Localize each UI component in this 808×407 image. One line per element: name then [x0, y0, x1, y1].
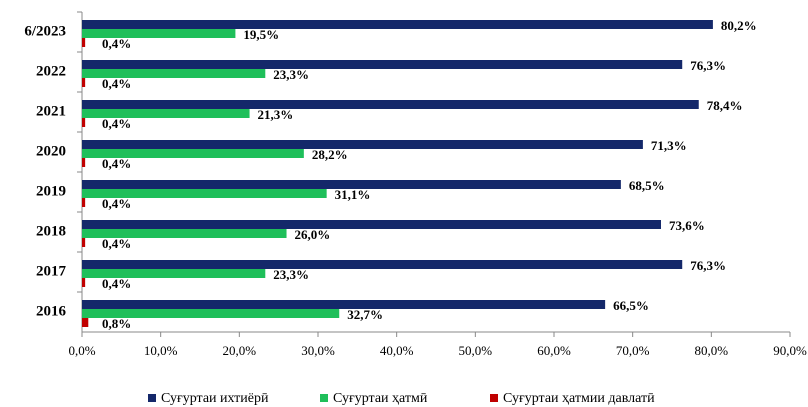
data-label: 0,4%	[102, 76, 131, 91]
x-tick-label: 60,0%	[537, 343, 571, 358]
data-label: 0,4%	[102, 156, 131, 171]
bar	[82, 140, 643, 149]
bar	[82, 238, 86, 247]
data-label: 0,4%	[102, 196, 131, 211]
data-label: 0,4%	[102, 116, 131, 131]
x-tick-label: 70,0%	[616, 343, 650, 358]
bar	[82, 149, 304, 158]
bar	[82, 189, 327, 198]
bar	[82, 60, 683, 69]
y-tick-label: 2019	[36, 183, 66, 199]
bar	[82, 158, 86, 167]
bar	[82, 300, 606, 309]
y-tick-label: 6/2023	[24, 23, 66, 39]
y-tick-label: 2018	[36, 223, 66, 239]
bar	[82, 198, 86, 207]
data-label: 21,3%	[258, 107, 294, 122]
bar	[82, 29, 236, 38]
bar	[82, 260, 683, 269]
legend-swatch	[320, 394, 328, 402]
bar	[82, 38, 86, 47]
x-tick-label: 90,0%	[773, 343, 807, 358]
data-label: 68,5%	[629, 178, 665, 193]
data-label: 0,4%	[102, 36, 131, 51]
y-tick-label: 2016	[36, 303, 67, 319]
y-tick-label: 2017	[36, 263, 67, 279]
data-label: 80,2%	[721, 18, 757, 33]
x-tick-label: 80,0%	[695, 343, 729, 358]
bar	[82, 180, 621, 189]
data-label: 78,4%	[707, 98, 743, 113]
bar	[82, 118, 86, 127]
bar	[82, 318, 89, 327]
data-label: 0,4%	[102, 236, 131, 251]
bar	[82, 100, 699, 109]
data-label: 76,3%	[690, 58, 726, 73]
legend-swatch	[148, 394, 156, 402]
bar	[82, 229, 287, 238]
legend-swatch	[490, 394, 498, 402]
data-label: 23,3%	[273, 267, 309, 282]
legend-label: Суғуртаи ҳатмӣ	[333, 391, 428, 406]
data-label: 0,8%	[102, 316, 131, 331]
bar	[82, 309, 340, 318]
bar	[82, 220, 661, 229]
y-tick-label: 2020	[36, 143, 66, 159]
data-label: 32,7%	[347, 307, 383, 322]
x-tick-label: 40,0%	[380, 343, 414, 358]
data-label: 73,6%	[669, 218, 705, 233]
data-label: 26,0%	[295, 227, 331, 242]
bar	[82, 269, 266, 278]
data-label: 23,3%	[273, 67, 309, 82]
x-tick-label: 0,0%	[68, 343, 95, 358]
bar	[82, 20, 713, 29]
legend-label: Суғуртаи ҳатмии давлатӣ	[503, 391, 655, 406]
data-label: 76,3%	[690, 258, 726, 273]
data-label: 28,2%	[312, 147, 348, 162]
x-tick-label: 30,0%	[301, 343, 335, 358]
y-tick-label: 2022	[36, 63, 66, 79]
x-tick-label: 50,0%	[459, 343, 493, 358]
data-label: 19,5%	[243, 27, 279, 42]
bar	[82, 69, 266, 78]
data-label: 0,4%	[102, 276, 131, 291]
bar	[82, 109, 250, 118]
data-label: 71,3%	[651, 138, 687, 153]
data-label: 66,5%	[613, 298, 649, 313]
x-tick-label: 20,0%	[223, 343, 257, 358]
bar	[82, 278, 86, 287]
data-label: 31,1%	[335, 187, 371, 202]
x-tick-label: 10,0%	[144, 343, 178, 358]
y-tick-label: 2021	[36, 103, 66, 119]
legend-label: Суғуртаи ихтиёрӣ	[161, 391, 269, 406]
bar	[82, 78, 86, 87]
